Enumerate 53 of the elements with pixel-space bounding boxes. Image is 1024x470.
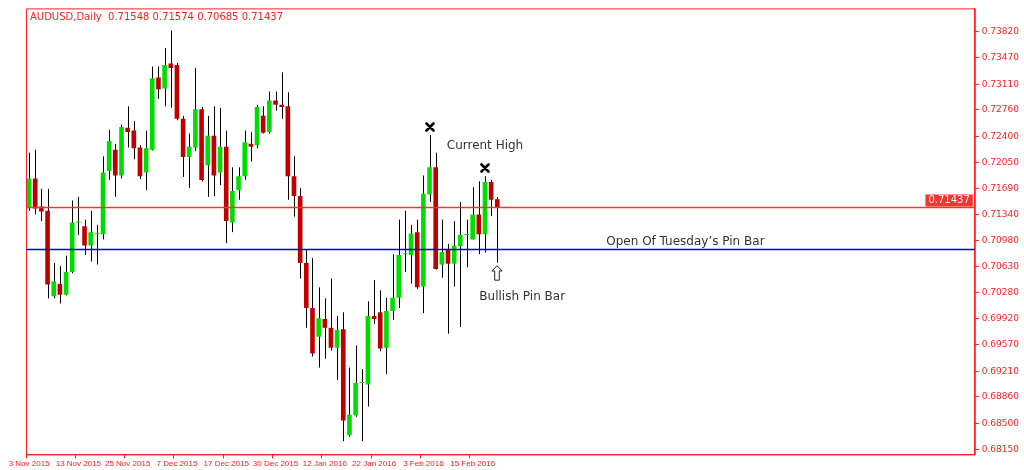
y-tick-label: 0.69210 bbox=[981, 365, 1020, 376]
candlestick bbox=[279, 71, 284, 120]
y-tick-label: 0.73820 bbox=[981, 26, 1020, 37]
x-tick-label: 15 Feb 2016 bbox=[450, 459, 496, 469]
y-tick-label: 0.68150 bbox=[981, 443, 1020, 454]
candlestick bbox=[125, 105, 130, 148]
candlestick bbox=[162, 47, 167, 107]
candlestick bbox=[236, 166, 241, 201]
y-tick-label: 0.71690 bbox=[981, 183, 1020, 194]
annotation: Current High bbox=[446, 138, 524, 153]
candlestick bbox=[316, 286, 321, 369]
y-tick-label: 0.73110 bbox=[981, 78, 1020, 89]
x-tick-label: 12 Jan 2016 bbox=[302, 459, 348, 469]
chart-title: AUDUSD,Daily 0.71548 0.71574 0.70685 0.71437 bbox=[30, 10, 284, 22]
candlestick bbox=[51, 262, 57, 299]
candlestick bbox=[439, 219, 445, 279]
y-tick-label: 0.73470 bbox=[981, 52, 1020, 63]
y-tick-label: 0.69570 bbox=[981, 339, 1020, 350]
candlestick bbox=[88, 210, 93, 263]
x-tick-label: 13 Nov 2015 bbox=[55, 459, 102, 469]
y-tick-label: 0.72050 bbox=[981, 156, 1020, 167]
x-tick-label: 22 Jan 2016 bbox=[352, 459, 397, 469]
candlestick bbox=[186, 133, 192, 189]
y-tick-label: 0.69920 bbox=[981, 313, 1020, 324]
x-tick-label: 17 Dec 2015 bbox=[203, 459, 250, 469]
candlestick bbox=[495, 196, 500, 264]
y-tick-label: 0.72760 bbox=[981, 104, 1020, 115]
x-tick-label: 7 Dec 2015 bbox=[156, 459, 198, 469]
candlestick bbox=[390, 253, 395, 321]
y-tick-label: 0.68500 bbox=[981, 417, 1020, 428]
ref-line-label: 0.71437 bbox=[928, 194, 970, 206]
candlestick bbox=[347, 367, 352, 438]
x-tick-label: 3 Nov 2015 bbox=[8, 459, 51, 469]
y-tick-label: 0.72400 bbox=[981, 130, 1020, 141]
ref-line-label: Open Of Tuesday’s Pin Bar bbox=[606, 233, 765, 248]
candlestick bbox=[168, 29, 174, 109]
x-tick-label: 30 Dec 2015 bbox=[252, 459, 299, 469]
candlestick bbox=[322, 297, 328, 360]
candlestick bbox=[156, 66, 161, 100]
y-tick-label: 0.71340 bbox=[981, 208, 1020, 219]
y-tick-label: 0.70980 bbox=[981, 235, 1020, 246]
candlestick bbox=[82, 219, 87, 256]
candlestick bbox=[359, 368, 365, 442]
y-tick-label: 0.70630 bbox=[981, 261, 1020, 272]
candlestick bbox=[76, 196, 81, 236]
candlestick bbox=[260, 105, 266, 135]
x-tick-label: 25 Nov 2015 bbox=[104, 459, 151, 469]
y-tick-label: 0.68860 bbox=[981, 391, 1020, 402]
candlestick bbox=[458, 201, 463, 328]
candlestick bbox=[273, 91, 278, 112]
x-tick-label: 3 Feb 2016 bbox=[403, 459, 445, 469]
annotation: Bullish Pin Bar bbox=[479, 288, 566, 303]
y-tick-label: 0.70280 bbox=[981, 286, 1020, 297]
